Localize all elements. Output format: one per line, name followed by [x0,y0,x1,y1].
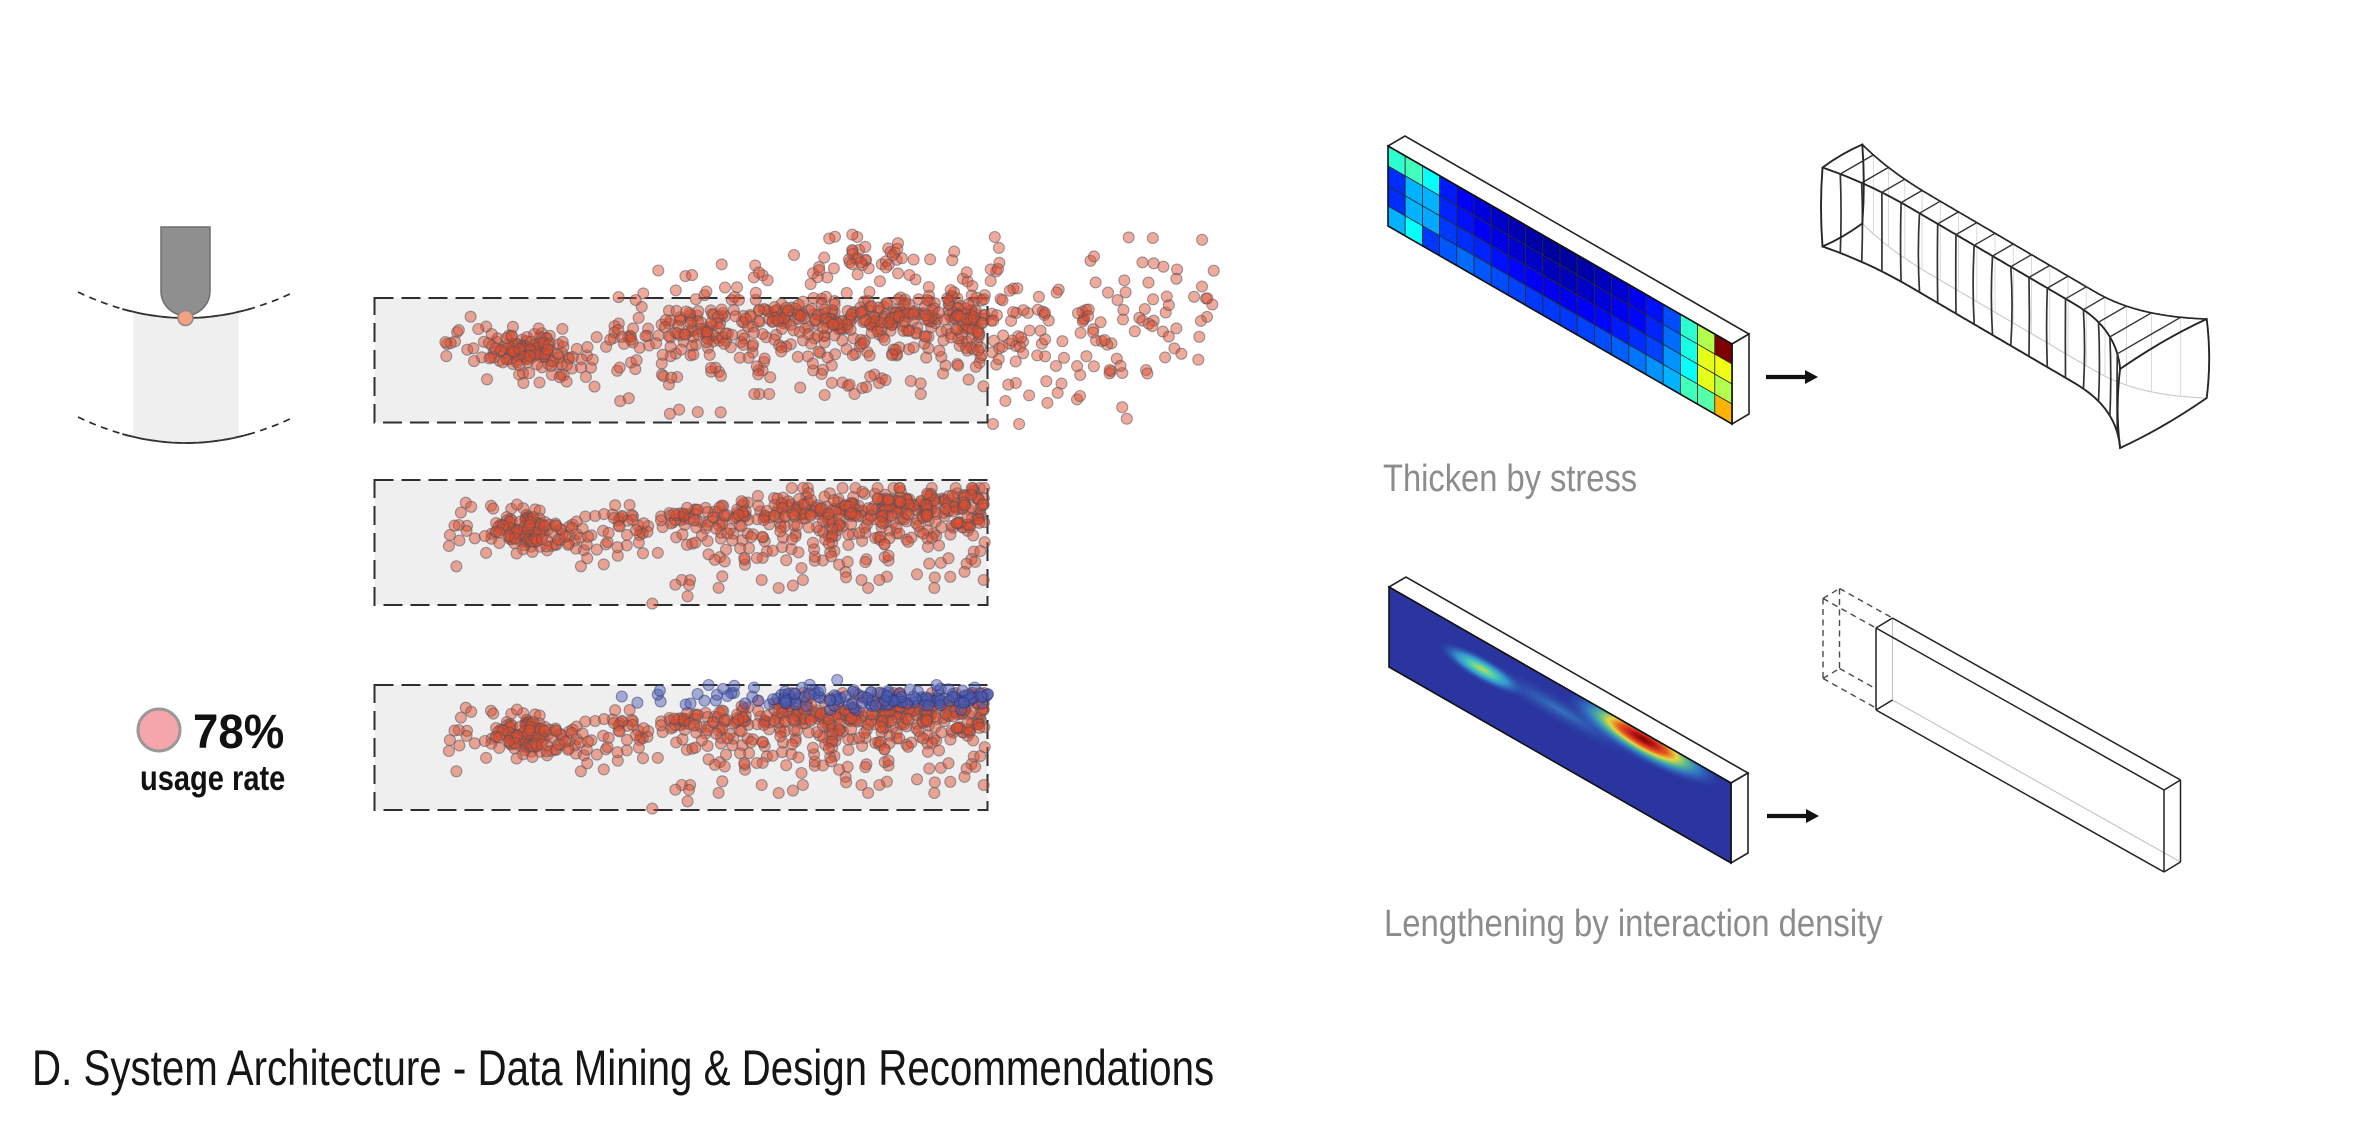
svg-text:Lengthening by interaction den: Lengthening by interaction density [1384,902,1883,945]
svg-text:D. System Architecture - Data: D. System Architecture - Data Mining & D… [32,1040,1214,1096]
svg-text:Thicken by stress: Thicken by stress [1383,457,1637,500]
svg-text:usage rate: usage rate [140,758,285,797]
svg-text:78%: 78% [193,705,284,758]
